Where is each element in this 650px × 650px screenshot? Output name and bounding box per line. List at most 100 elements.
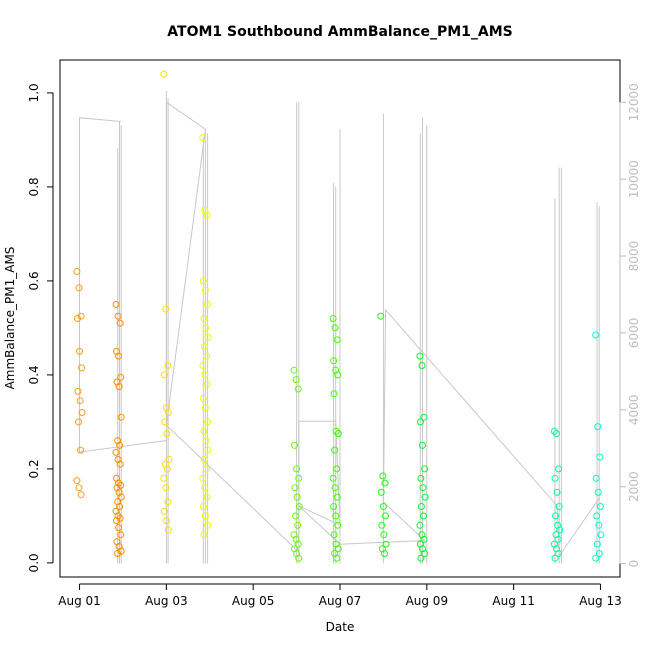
data-point — [160, 507, 168, 515]
x-axis: Aug 01 Aug 03 Aug 05 Aug 07 Aug 09 Aug 11 Aug … — [58, 583, 622, 608]
data-point — [117, 547, 125, 555]
x-tick-label: Aug 09 — [406, 594, 449, 608]
data-point — [201, 484, 209, 492]
data-point — [418, 531, 426, 539]
data-point — [381, 479, 389, 487]
data-point — [421, 493, 429, 501]
y-tick-label: 0.6 — [27, 271, 41, 290]
data-point — [160, 371, 168, 379]
data-point — [77, 446, 85, 454]
data-point — [115, 524, 123, 532]
data-point — [204, 446, 212, 454]
data-point — [293, 493, 301, 501]
data-point — [553, 488, 561, 496]
data-point — [199, 503, 207, 510]
data-point — [334, 521, 342, 529]
data-point — [162, 484, 170, 492]
data-point — [163, 430, 171, 438]
x-axis-label: Date — [326, 620, 355, 634]
data-point — [160, 474, 168, 482]
secondary-y-tick-label: 12000 — [627, 83, 641, 121]
data-point — [331, 484, 339, 492]
data-point — [295, 474, 303, 482]
data-point — [200, 531, 208, 539]
secondary-y-tick-label: 6000 — [627, 318, 641, 349]
scatter-points-layer — [73, 70, 605, 562]
data-point — [294, 385, 302, 393]
y-axis-label: AmmBalance_PM1_AMS — [3, 247, 17, 390]
data-point — [113, 517, 120, 525]
data-point — [551, 554, 559, 562]
data-point — [382, 512, 389, 520]
data-point — [199, 134, 207, 142]
data-point — [332, 366, 340, 374]
data-point — [333, 465, 341, 473]
data-point — [333, 554, 341, 562]
data-point — [379, 503, 387, 510]
data-point — [114, 437, 122, 445]
data-point — [164, 409, 172, 416]
data-point — [75, 484, 83, 492]
data-point — [116, 460, 124, 468]
data-point — [378, 521, 386, 529]
data-point — [201, 512, 209, 520]
data-point — [117, 373, 125, 381]
data-point — [332, 427, 340, 435]
data-point — [420, 413, 428, 421]
data-point — [594, 488, 602, 496]
y-tick-label: 0.0 — [27, 553, 41, 572]
data-point — [199, 394, 207, 402]
data-point — [550, 427, 558, 435]
data-point — [333, 336, 341, 344]
x-tick-label: Aug 01 — [58, 594, 101, 608]
y-tick-label: 0.4 — [27, 365, 41, 384]
data-point — [292, 512, 299, 520]
data-point — [421, 550, 429, 557]
data-point — [418, 362, 426, 369]
data-point — [164, 526, 172, 534]
data-point — [416, 418, 424, 426]
data-point — [162, 404, 170, 412]
data-point — [417, 503, 425, 510]
data-point — [75, 418, 82, 426]
data-point — [77, 491, 85, 499]
x-tick-label: Aug 13 — [579, 594, 622, 608]
data-point — [200, 315, 208, 322]
x-tick-label: Aug 03 — [145, 594, 188, 608]
data-point — [116, 441, 124, 449]
data-point — [117, 481, 125, 489]
secondary-y-tick-label: 0 — [627, 560, 641, 568]
data-point — [203, 493, 211, 501]
data-point — [204, 418, 211, 426]
secondary-y-tick-label: 10000 — [627, 160, 641, 198]
data-point — [330, 390, 338, 398]
data-point — [116, 514, 124, 522]
data-point — [593, 512, 601, 520]
data-point — [596, 453, 604, 461]
secondary-y-tick-label: 4000 — [627, 395, 641, 426]
data-point — [334, 430, 342, 438]
data-point — [201, 404, 209, 412]
data-point — [116, 503, 124, 510]
y-tick-label: 1.0 — [27, 83, 41, 102]
data-point — [552, 512, 559, 520]
data-point — [200, 427, 208, 435]
data-point — [164, 498, 172, 506]
data-point — [292, 376, 300, 384]
data-point — [200, 343, 208, 351]
data-point — [421, 465, 429, 473]
y-tick-label: 0.8 — [27, 177, 41, 196]
data-point — [199, 474, 207, 482]
data-point — [295, 503, 303, 510]
data-point — [74, 387, 82, 395]
data-point — [416, 352, 424, 360]
secondary-y-axis: 0 2000 4000 6000 8000 10000 12000 — [619, 83, 641, 568]
data-point — [203, 465, 210, 473]
data-point — [75, 284, 83, 292]
secondary-series-layer — [79, 90, 600, 564]
data-point — [291, 484, 299, 492]
secondary-y-tick-label: 2000 — [627, 471, 641, 502]
data-point — [115, 352, 123, 360]
data-point — [114, 312, 122, 320]
data-point — [419, 441, 426, 449]
